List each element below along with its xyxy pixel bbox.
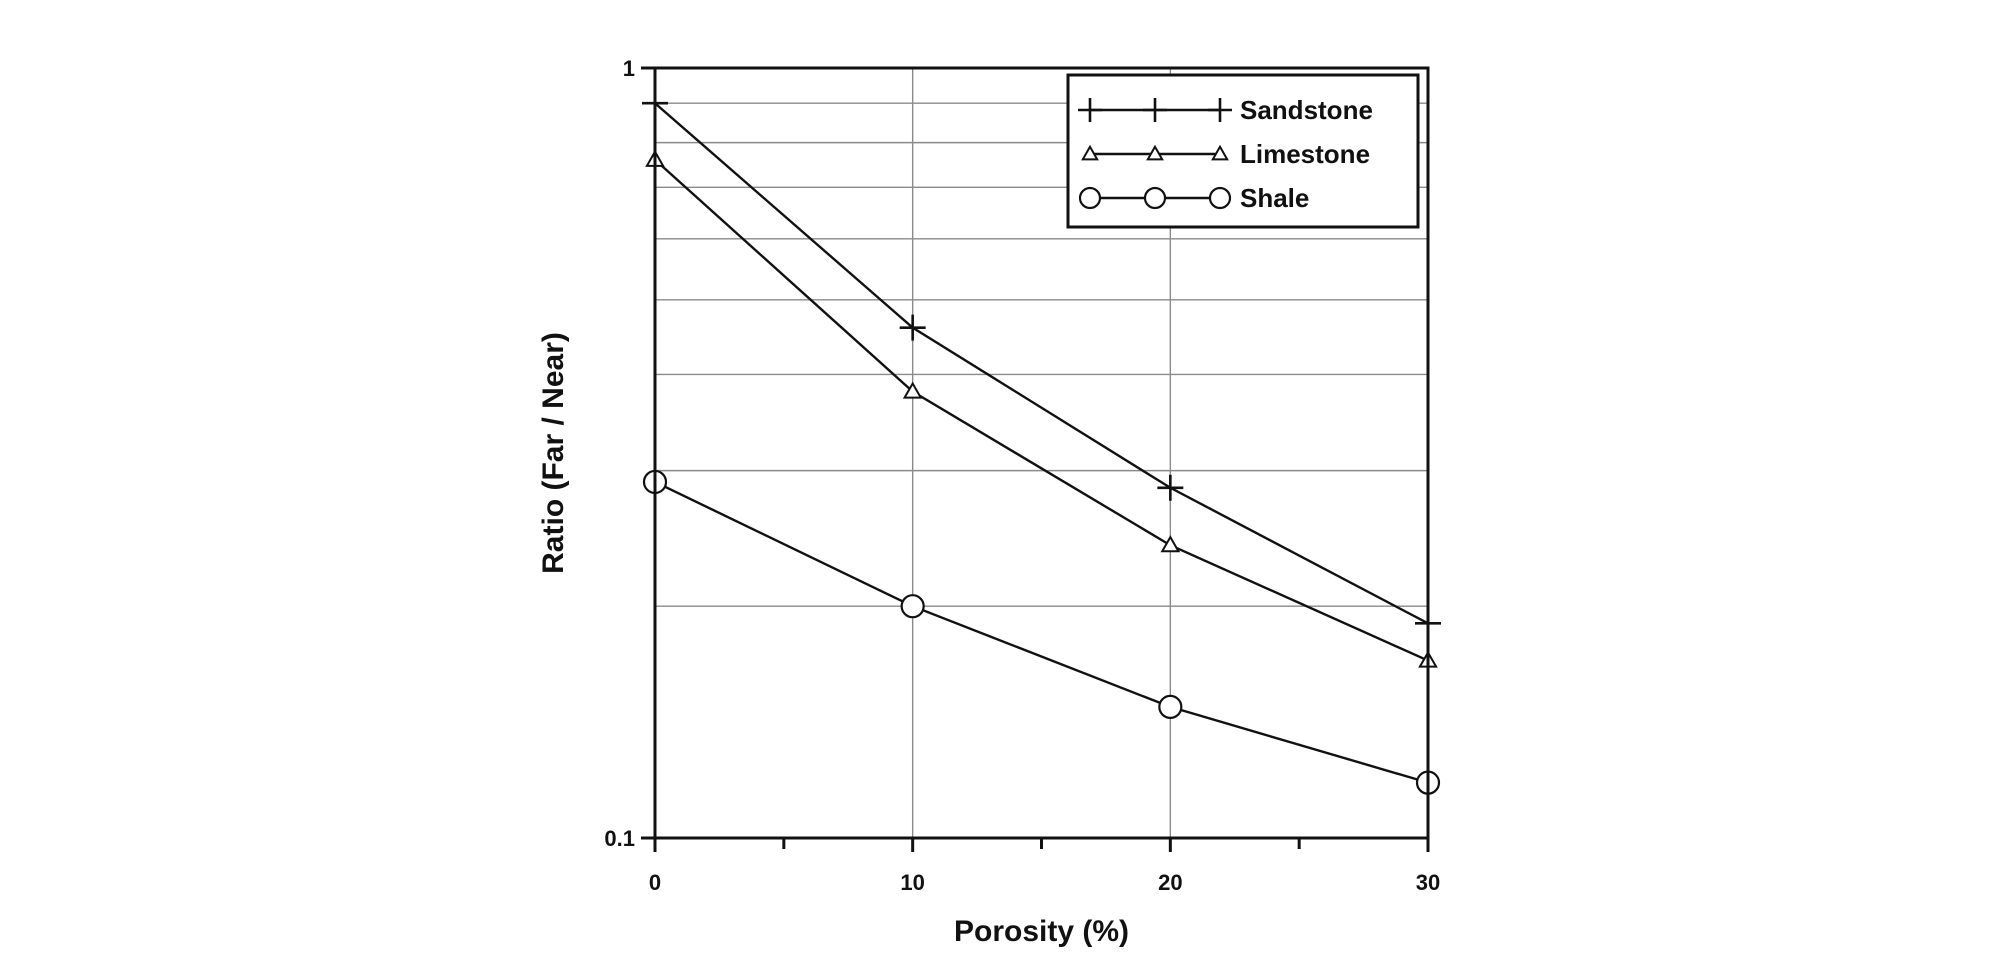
data-point-sandstone bbox=[899, 314, 926, 341]
legend-marker bbox=[1143, 98, 1167, 122]
data-point-shale bbox=[1158, 694, 1183, 719]
data-point-shale bbox=[900, 594, 925, 619]
legend-marker bbox=[1143, 186, 1167, 210]
legend-label-limestone: Limestone bbox=[1240, 139, 1370, 169]
series-line-sandstone bbox=[654, 102, 1429, 625]
legend-sample-sandstone bbox=[1078, 98, 1232, 122]
legend-sample-limestone bbox=[1081, 144, 1229, 161]
legend-entry-limestone: Limestone bbox=[1081, 139, 1370, 169]
x-tick-label: 10 bbox=[900, 870, 924, 895]
y-tick-label: 1 bbox=[623, 56, 635, 81]
x-tick-label: 0 bbox=[649, 870, 661, 895]
axis-ticks: 0 10 20 30 1 0.1 bbox=[604, 56, 1440, 895]
legend-marker bbox=[1078, 98, 1102, 122]
x-tick-label: 20 bbox=[1158, 870, 1182, 895]
legend-label-shale: Shale bbox=[1240, 183, 1309, 213]
legend-marker bbox=[1208, 98, 1232, 122]
series-shale bbox=[642, 469, 1441, 795]
data-point-limestone bbox=[1160, 535, 1181, 553]
x-tick-label: 30 bbox=[1416, 870, 1440, 895]
legend-sample-shale bbox=[1078, 186, 1232, 210]
y-tick-label: 0.1 bbox=[604, 826, 635, 851]
legend-label-sandstone: Sandstone bbox=[1240, 95, 1373, 125]
legend-marker bbox=[1208, 186, 1232, 210]
legend-entry-shale: Shale bbox=[1078, 183, 1309, 213]
legend-marker bbox=[1081, 144, 1099, 161]
series-line-shale bbox=[654, 480, 1429, 784]
legend-marker bbox=[1211, 144, 1229, 161]
x-axis-title: Porosity (%) bbox=[954, 915, 1129, 948]
y-axis-title: Ratio (Far / Near) bbox=[537, 332, 570, 574]
series-line-limestone bbox=[654, 158, 1429, 662]
data-point-sandstone bbox=[1157, 474, 1184, 501]
legend-entry-sandstone: Sandstone bbox=[1078, 95, 1373, 125]
legend-marker bbox=[1146, 144, 1164, 161]
data-point-limestone bbox=[902, 381, 923, 399]
legend: Sandstone Limestone Shale bbox=[1066, 73, 1420, 229]
series-limestone bbox=[645, 149, 1438, 668]
legend-marker bbox=[1078, 186, 1102, 210]
legend-box bbox=[1066, 73, 1420, 229]
